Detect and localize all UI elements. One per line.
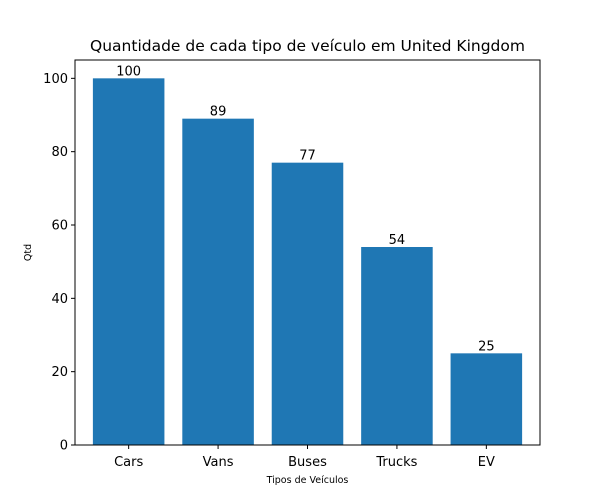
x-axis-label: Tipos de Veículos (266, 475, 349, 486)
plot-frame (74, 59, 541, 446)
y-axis-label: Qtd (23, 244, 34, 261)
data-labels: 100 89 77 54 25 (116, 64, 494, 354)
x-axis-ticks: Cars Vans Buses Trucks EV (114, 445, 495, 470)
y-tick-label: 60 (51, 219, 68, 234)
bar-ev (450, 353, 523, 445)
bar-cars (92, 78, 165, 445)
bar-vans (182, 118, 254, 446)
data-label-trucks: 54 (389, 233, 406, 248)
x-tick-label-ev: EV (478, 455, 495, 470)
y-tick-label: 0 (60, 439, 68, 454)
data-label-ev: 25 (478, 339, 495, 354)
data-label-vans: 89 (210, 105, 227, 120)
x-tick-label-buses: Buses (288, 455, 327, 470)
bar-trucks (361, 247, 433, 445)
bar-buses (271, 162, 344, 445)
data-label-buses: 77 (299, 149, 316, 164)
chart-title: Quantidade de cada tipo de veículo em Un… (90, 37, 525, 55)
y-tick-label: 80 (51, 145, 68, 160)
bars (92, 78, 523, 446)
y-tick-label: 100 (43, 72, 68, 87)
y-tick-label: 20 (51, 365, 68, 380)
x-tick-label-trucks: Trucks (375, 455, 417, 470)
y-axis-ticks: 0 20 40 60 80 100 (43, 72, 75, 454)
data-label-cars: 100 (116, 64, 141, 79)
x-tick-label-vans: Vans (203, 455, 234, 470)
x-tick-label-cars: Cars (114, 455, 143, 470)
y-tick-label: 40 (51, 292, 68, 307)
